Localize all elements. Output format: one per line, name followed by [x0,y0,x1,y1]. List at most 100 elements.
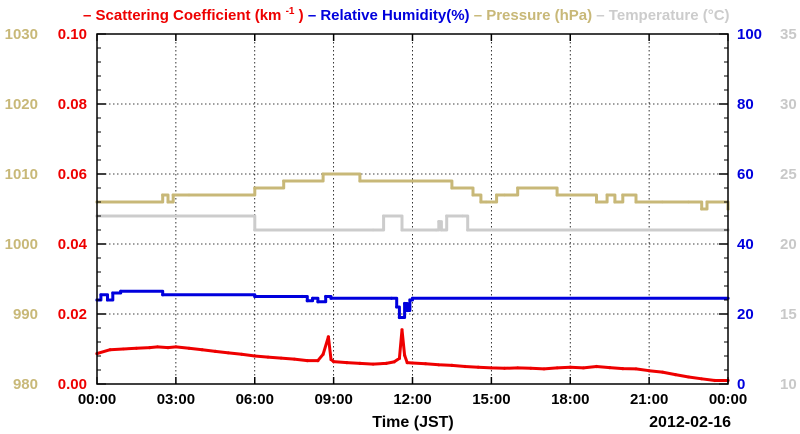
legend-dash-temperature: – [596,7,609,24]
data-point-pressure [450,186,454,190]
data-point-humidity [410,296,415,300]
data-point-pressure [700,207,704,211]
data-point-scattering [529,366,533,370]
data-point-pressure [687,200,691,204]
data-point-humidity [111,291,115,295]
data-point-temperature [460,214,465,218]
data-point-scattering [403,353,407,357]
data-point-scattering [108,348,112,352]
data-point-temperature [382,214,386,218]
scattering-tick-label: 0.04 [58,236,88,253]
x-tick-label: 03:00 [157,391,195,408]
data-point-scattering [410,361,415,365]
data-point-scattering [187,346,191,350]
x-tick-label: 00:00 [78,391,116,408]
grid [97,34,728,384]
data-point-temperature [466,228,470,232]
data-point-humidity [105,298,110,302]
legend-scattering: Scattering Coefficient (km [96,7,282,24]
data-point-scattering [713,378,717,383]
data-point-scattering [647,369,651,373]
data-point-pressure [647,200,651,204]
data-point-scattering [253,354,257,358]
data-point-scattering [463,364,467,369]
data-point-scattering [305,359,309,363]
data-point-temperature [445,214,449,218]
data-point-scattering [568,365,572,369]
data-point-scattering [555,366,559,370]
pressure-tick-label: 1020 [5,96,38,113]
humidity-tick-label: 40 [737,236,754,253]
data-point-pressure [495,193,499,197]
x-axis-title: Time (JST) [372,414,454,431]
data-point-scattering [174,345,178,349]
legend-dash-scattering: – [83,7,96,24]
pressure-tick-label: 980 [13,376,38,393]
data-point-pressure [187,193,191,197]
data-point-scattering [405,361,409,365]
data-point-scattering [397,356,401,360]
data-point-scattering [424,362,428,366]
data-point-scattering [155,345,160,349]
data-point-humidity [99,293,103,297]
data-point-scattering [687,375,691,379]
data-point-pressure [282,179,286,183]
scattering-tick-label: 0.10 [58,26,87,43]
data-point-pressure [253,186,257,190]
data-point-temperature [434,228,438,232]
data-point-scattering [371,362,375,366]
data-point-scattering [384,361,388,365]
data-point-pressure [484,200,488,204]
data-point-pressure [660,200,664,204]
data-point-scattering [450,363,454,367]
data-point-scattering [316,359,320,363]
data-point-pressure [321,172,325,176]
data-point-scattering [476,365,480,369]
data-point-humidity [253,294,257,299]
pressure-tick-label: 990 [13,306,38,323]
data-point-scattering [134,346,138,350]
data-point-humidity [395,305,399,309]
data-point-pressure [161,193,165,197]
data-point-scattering [148,346,152,350]
data-point-pressure [410,179,415,183]
temperature-tick-label: 30 [780,96,797,113]
data-point-scattering [634,367,638,371]
data-point-scattering [200,348,204,352]
legend-dash-pressure: – [474,7,487,24]
data-point-scattering [608,366,612,370]
x-tick-label: 00:00 [709,391,747,408]
temperature-tick-label: 15 [780,306,797,323]
data-point-pressure [479,200,483,204]
x-tick-label: 21:00 [630,391,668,408]
data-point-humidity [389,296,394,300]
data-point-scattering [581,366,586,370]
data-point-scattering [542,367,546,371]
data-point-scattering [332,360,336,364]
data-point-humidity [305,299,309,303]
data-point-temperature [253,228,257,232]
data-point-scattering [502,366,507,370]
data-point-scattering [345,361,349,365]
data-point-pressure [605,193,609,197]
legend-scattering-close: ) [299,7,304,24]
humidity-tick-label: 60 [737,166,754,183]
pressure-tick-label: 1030 [5,26,38,43]
temperature-tick-label: 35 [780,26,797,43]
x-tick-label: 15:00 [472,391,510,408]
data-point-humidity [324,294,328,299]
data-point-scattering [392,360,396,364]
data-point-scattering [437,363,441,367]
series-layer [95,172,730,383]
pressure-tick-label: 1010 [5,166,38,183]
data-point-scattering [660,370,664,374]
legend-pressure: Pressure (hPa) [486,7,592,24]
data-point-pressure [634,200,638,204]
data-point-scattering [489,366,493,370]
data-point-scattering [279,356,283,360]
data-point-pressure [621,193,625,197]
data-point-scattering [121,347,125,351]
data-point-temperature [439,228,443,232]
data-point-scattering [226,351,231,355]
